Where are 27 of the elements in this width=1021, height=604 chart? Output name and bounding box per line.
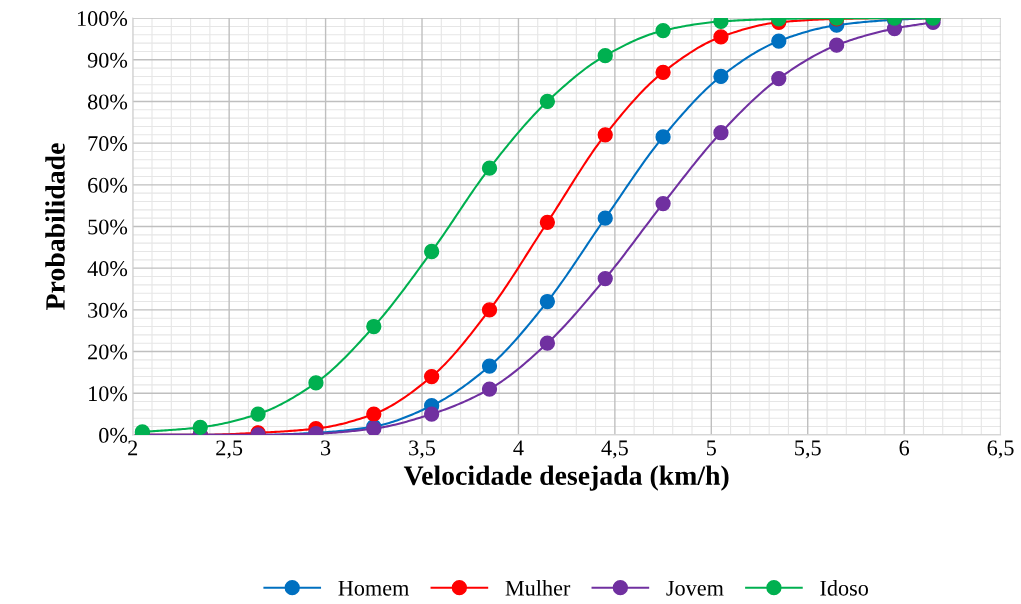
x-tick-label: 6	[899, 440, 910, 456]
y-tick-label: 70%	[88, 136, 128, 152]
y-tick-label: 50%	[88, 219, 128, 235]
y-tick-label: 90%	[87, 52, 128, 68]
y-tick-label: 40%	[87, 261, 128, 277]
y-tick-label: 80%	[87, 94, 128, 110]
x-axis-title: Velocidade desejada (km/h)	[403, 465, 729, 491]
legend-label: Homem	[338, 580, 410, 596]
y-tick-label: 0%	[99, 427, 128, 443]
x-tick-label: 2	[128, 440, 138, 456]
x-tick-label: 4,5	[601, 440, 628, 459]
legend-label: Jovem	[666, 580, 724, 596]
x-tick-label: 3	[321, 440, 331, 456]
x-tick-label: 6,5	[987, 440, 1014, 459]
x-tick-label: 5	[707, 440, 716, 456]
x-tick-label: 4	[513, 440, 524, 456]
x-tick-label: 3,5	[409, 440, 436, 459]
y-tick-label: 20%	[88, 344, 128, 360]
legend-label: Mulher	[505, 580, 571, 596]
x-tick-label: 5,5	[795, 440, 821, 459]
legend-label: Idoso	[820, 580, 869, 596]
y-tick-label: 60%	[88, 177, 128, 193]
x-tick-label: 2,5	[216, 440, 243, 459]
y-tick-label: 30%	[88, 302, 128, 318]
y-tick-label: 100%	[77, 11, 128, 27]
y-tick-label: 10%	[89, 386, 128, 402]
y-axis-title: Probabilidade	[45, 143, 65, 310]
